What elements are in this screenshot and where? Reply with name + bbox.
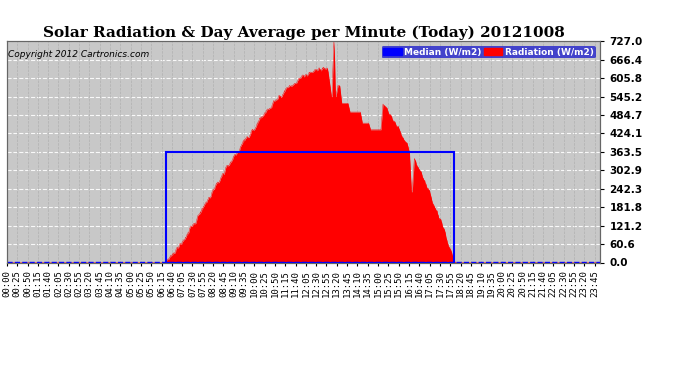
Title: Solar Radiation & Day Average per Minute (Today) 20121008: Solar Radiation & Day Average per Minute… (43, 26, 564, 40)
Text: Copyright 2012 Cartronics.com: Copyright 2012 Cartronics.com (8, 50, 149, 59)
Legend: Median (W/m2), Radiation (W/m2): Median (W/m2), Radiation (W/m2) (382, 46, 595, 58)
Bar (166, 152, 454, 262)
